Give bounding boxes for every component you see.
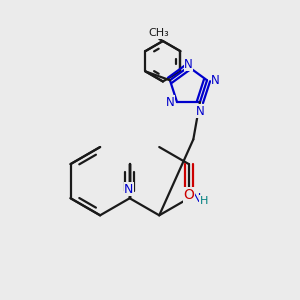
Text: N: N [184,58,193,71]
Text: N: N [124,183,134,196]
Text: N: N [196,105,204,118]
Text: O: O [183,188,194,202]
Text: N: N [192,192,202,205]
Text: N: N [211,74,220,87]
Text: H: H [200,196,208,206]
Text: N: N [166,96,175,109]
Text: CH₃: CH₃ [149,28,170,38]
